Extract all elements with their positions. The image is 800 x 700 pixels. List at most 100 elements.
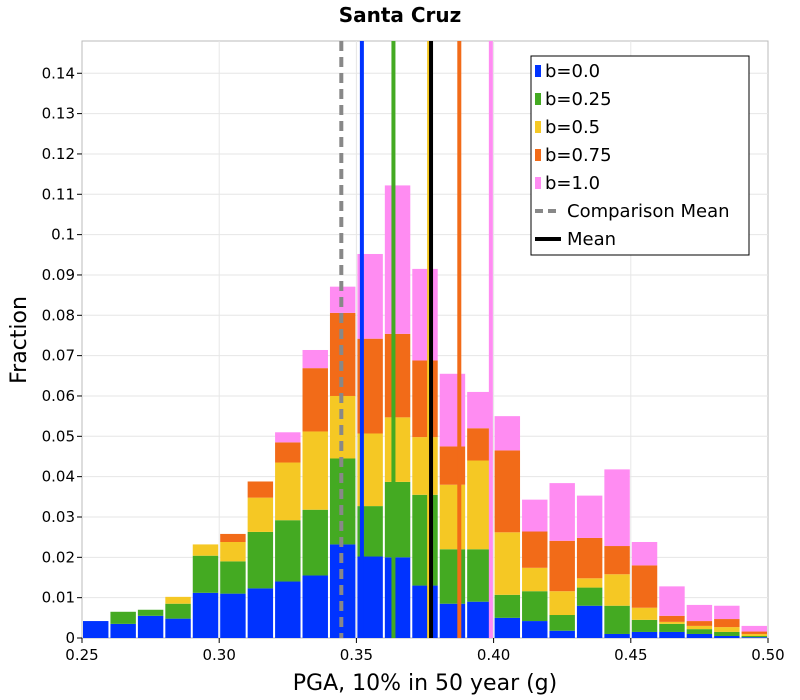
bar-segment [439,484,466,550]
bar-segment [522,591,548,622]
bar-segment [192,592,219,638]
bar-segment [714,627,740,632]
y-tick-label: 0.03 [42,508,75,526]
bar-segment [604,633,630,638]
bar-segment [549,483,575,541]
bar-segment [412,360,438,438]
y-tick-label: 0.11 [42,185,75,203]
legend-label: b=0.75 [545,145,612,166]
bar-segment [522,499,548,532]
bar-segment [275,462,301,521]
bar-segment [686,629,713,634]
bar-segment [384,481,411,558]
bar-segment [494,532,521,595]
y-axis-ticks: 0 0.01 0.02 0.03 0.04 0.05 0.06 0.07 0.08 0.09 0.1… [42,64,82,647]
bar-segment [302,575,328,638]
bar-segment [275,442,301,463]
y-tick-label: 0.01 [42,589,75,607]
bar-segment [384,557,411,638]
chart-title: Santa Cruz [339,3,462,27]
bar-segment [384,417,411,482]
bar-segment [549,591,575,616]
x-tick-label: 0.25 [65,646,98,664]
y-tick-label: 0.13 [42,105,75,123]
legend-swatch [535,149,541,161]
bar-segment [220,541,246,562]
bar-segment [741,635,767,638]
legend-label: b=0.5 [545,117,600,138]
y-tick-label: 0.07 [42,347,75,365]
bar-segment [494,416,521,451]
bar-segment [576,537,603,579]
legend: b=0.0 b=0.25 b=0.5 b=0.75 b=1.0 Comparison Me… [530,55,750,256]
legend-label: Mean [567,229,616,250]
bar-segment [576,605,603,638]
bar-segment [110,623,136,638]
x-tick-label: 0.45 [614,646,647,664]
bar-segment [247,497,274,532]
x-tick-label: 0.40 [477,646,510,664]
bar-segment [631,541,658,566]
bar-segment [467,428,493,461]
x-tick-label: 0.50 [751,646,784,664]
bar-segment [467,460,493,550]
bar-segment [467,391,493,429]
bar-segment [741,631,767,634]
bar-segment [384,185,411,334]
bar-segment [604,469,630,547]
bar-segment [686,633,713,638]
bar-segment [549,630,575,638]
bar-segment [275,432,301,443]
x-axis-label: PGA, 10% in 50 year (g) [293,671,557,696]
y-axis-label: Fraction [7,296,32,384]
legend-swatch [535,177,541,189]
bar-segment [686,625,713,630]
legend-swatch [535,121,541,133]
y-tick-label: 0.1 [51,226,75,244]
bar-segment [439,549,466,604]
bar-segment [247,481,274,498]
bar-segment [329,458,356,545]
y-tick-label: 0.08 [42,306,75,324]
bar-segment [741,625,767,632]
bar-segment [247,588,274,638]
legend-label: b=0.0 [545,61,600,82]
bar-segment [494,617,521,638]
bar-segment [686,621,713,626]
bar-segment [275,520,301,582]
bar-segment [439,446,466,485]
x-tick-label: 0.30 [202,646,235,664]
bar-segment [275,581,301,638]
bar-segment [220,533,246,542]
bar-segment [576,587,603,606]
bar-segment [192,555,219,593]
bar-segment [302,509,328,576]
bar-segment [137,615,164,638]
bar-segment [576,578,603,588]
bar-segment [110,611,136,624]
bar-segment [165,618,191,638]
bar-segment [604,546,630,575]
bar-segment [522,621,548,638]
bar-segment [604,574,630,606]
y-tick-label: 0.04 [42,468,75,486]
bar-segment [302,349,328,369]
legend-swatch [535,93,541,105]
legend-swatch [535,65,541,77]
bar-segment [192,544,219,556]
bar-segment [714,631,740,636]
bar-segment [549,615,575,631]
bar-segment [412,437,438,495]
legend-box [530,55,750,256]
y-tick-label: 0 [65,629,75,647]
bar-segment [494,594,521,618]
bar-segment [659,621,685,624]
y-tick-label: 0.09 [42,266,75,284]
bar-segment [631,607,658,620]
mean-lines [339,41,493,638]
bar-segment [631,619,658,632]
y-tick-label: 0.05 [42,427,75,445]
bar-segment [686,604,713,622]
y-tick-label: 0.14 [42,64,75,82]
